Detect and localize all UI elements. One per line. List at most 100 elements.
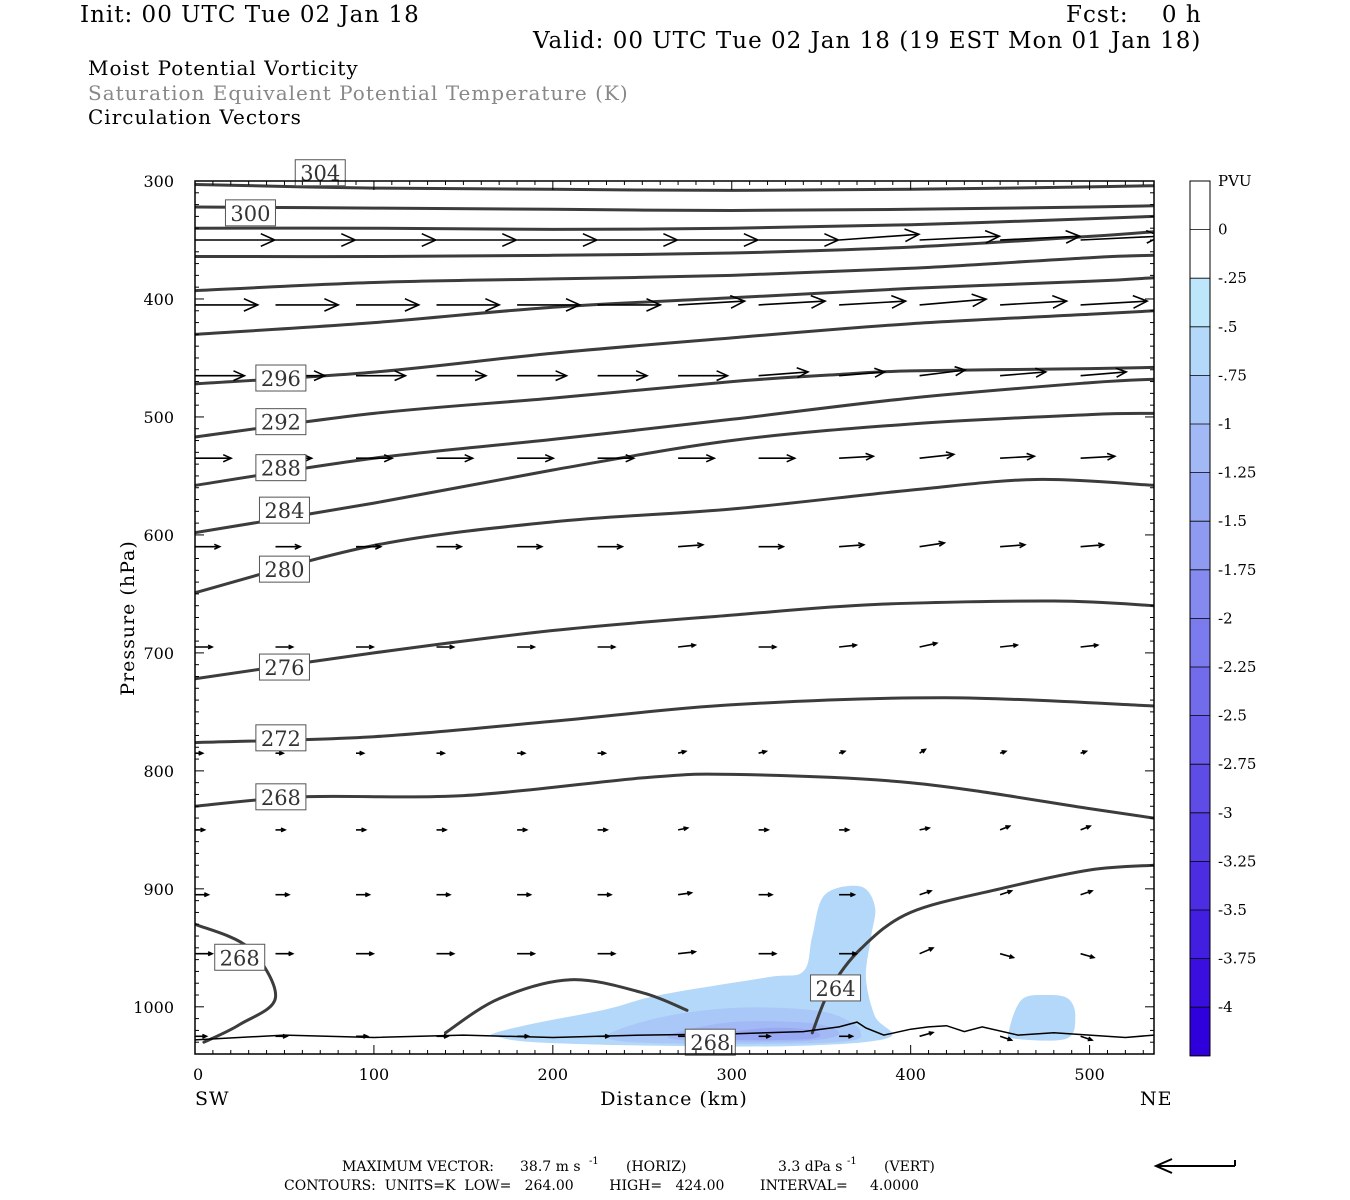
circulation-vector	[275, 644, 295, 650]
circulation-vector	[919, 229, 1002, 244]
max-vector-line: MAXIMUM VECTOR: 38.7 m s -1 (HORIZ) 3.3 …	[342, 1156, 935, 1175]
mpv-shaded-region	[711, 1027, 821, 1041]
circulation-vector	[517, 644, 537, 650]
colorbar-tick-label: -2.75	[1218, 755, 1256, 773]
theta-es-contour	[444, 978, 689, 1035]
circulation-vector	[195, 543, 222, 550]
circulation-vector	[517, 232, 599, 248]
circulation-vector	[839, 452, 876, 461]
circulation-vector	[1000, 294, 1069, 309]
colorbar-swatch	[1190, 472, 1210, 522]
circulation-vector	[597, 297, 663, 312]
colorbar-tick-label: -1.25	[1218, 464, 1256, 482]
colorbar-tick-label: -1.75	[1218, 561, 1256, 579]
mpv-shaded-region	[490, 885, 893, 1047]
circulation-vector	[758, 294, 828, 309]
circulation-vector	[919, 540, 947, 548]
circulation-vector	[678, 949, 698, 955]
circulation-vector	[436, 297, 502, 312]
axis-ticks: 300 400 500 600 700 800 900 1000 0 100 200 300 400 50…	[133, 172, 1154, 1084]
circulation-vector	[356, 232, 438, 248]
circulation-vector	[1000, 229, 1082, 244]
reference-vector-arrow	[1153, 1158, 1236, 1174]
circulation-vector	[436, 543, 464, 550]
vert-exponent: -1	[847, 1156, 857, 1167]
circulation-vector	[517, 370, 569, 382]
circulation-vector	[517, 1033, 531, 1039]
field-title-vectors: Circulation Vectors	[88, 105, 302, 129]
circulation-vector	[356, 951, 376, 957]
ne-label: NE	[1140, 1088, 1173, 1110]
contour-label: 268	[261, 786, 301, 810]
circulation-vector	[356, 1033, 370, 1039]
circulation-vector	[758, 892, 774, 898]
circulation-vector	[1000, 542, 1027, 549]
contour-label: 280	[264, 558, 304, 582]
circulation-vector	[597, 1033, 611, 1039]
circulation-vector	[597, 370, 649, 382]
circulation-vector	[919, 365, 968, 377]
circulation-vector	[517, 951, 537, 957]
max-vector-label: MAXIMUM VECTOR:	[342, 1159, 494, 1175]
theta-es-contour	[195, 253, 1154, 293]
circulation-vector	[275, 232, 358, 248]
circulation-vector	[597, 644, 617, 650]
circulation-vector	[356, 892, 372, 898]
circulation-vector	[356, 297, 421, 312]
circulation-vector	[195, 1033, 209, 1039]
sw-label: SW	[195, 1088, 230, 1110]
circulation-vector	[839, 827, 851, 833]
circulation-vector	[678, 232, 760, 248]
circulation-vector	[195, 297, 260, 312]
circulation-vector	[436, 750, 447, 756]
horiz-tag: (HORIZ)	[626, 1159, 686, 1175]
contour-label: 276	[264, 656, 304, 680]
y-tick-label: 900	[143, 880, 174, 899]
theta-es-contour	[195, 411, 1154, 535]
colorbar-tick-label: -4	[1218, 998, 1233, 1016]
circulation-vector	[919, 293, 989, 308]
x-tick-label: 200	[538, 1065, 569, 1084]
circulation-vector	[758, 1033, 772, 1039]
contour-label-box	[255, 408, 307, 436]
circulation-vector	[758, 644, 778, 650]
theta-es-contour	[195, 477, 1154, 595]
circulation-vector	[275, 951, 295, 957]
circulation-vector	[436, 1033, 450, 1039]
circulation-vector	[839, 1033, 855, 1039]
circulation-vector	[838, 750, 847, 755]
contours-info: CONTOURS: UNITS=K LOW= 264.00 HIGH= 424.…	[284, 1178, 919, 1194]
circulation-vector	[1080, 229, 1154, 244]
colorbar-swatch	[1190, 715, 1210, 765]
circulation-vector	[919, 641, 939, 648]
circulation-vector	[758, 543, 786, 550]
contour-label-box	[255, 783, 307, 811]
terrain-line	[195, 1021, 1154, 1041]
circulation-vector	[1080, 642, 1100, 648]
colorbar-tick-label: -.75	[1218, 366, 1247, 384]
forecast-hour: Fcst: 0 h	[1066, 2, 1202, 28]
colorbar-swatch	[1190, 521, 1210, 571]
colorbar: PVU 0 -.25 -.5 -.75 -1 -1.25 -1.5 -1.75 -2 -2.25 -2…	[1189, 172, 1256, 1057]
colorbar-swatch	[1190, 618, 1210, 668]
circulation-vector	[678, 642, 698, 648]
y-tick-label: 400	[143, 290, 174, 309]
colorbar-swatch	[1190, 326, 1210, 376]
colorbar-swatch	[1190, 181, 1210, 231]
contour-label-box	[810, 974, 862, 1002]
circulation-vector	[999, 1035, 1014, 1042]
circulation-vector	[919, 451, 956, 460]
horiz-exponent: -1	[589, 1156, 599, 1167]
max-vector-vert: 3.3 dPa s	[778, 1159, 842, 1175]
circulation-vector	[356, 827, 368, 833]
theta-es-contour	[195, 230, 1154, 259]
circulation-vector	[678, 294, 747, 309]
x-tick-label: 100	[359, 1065, 390, 1084]
colorbar-tick-label: -1	[1218, 415, 1233, 433]
theta-es-contour	[195, 214, 1154, 231]
circulation-vector	[919, 826, 932, 832]
colorbar-tick-label: -2.25	[1218, 658, 1256, 676]
theta-es-contour	[195, 696, 1154, 745]
circulation-vector	[195, 644, 215, 650]
theta-es-contours	[195, 183, 1154, 1044]
